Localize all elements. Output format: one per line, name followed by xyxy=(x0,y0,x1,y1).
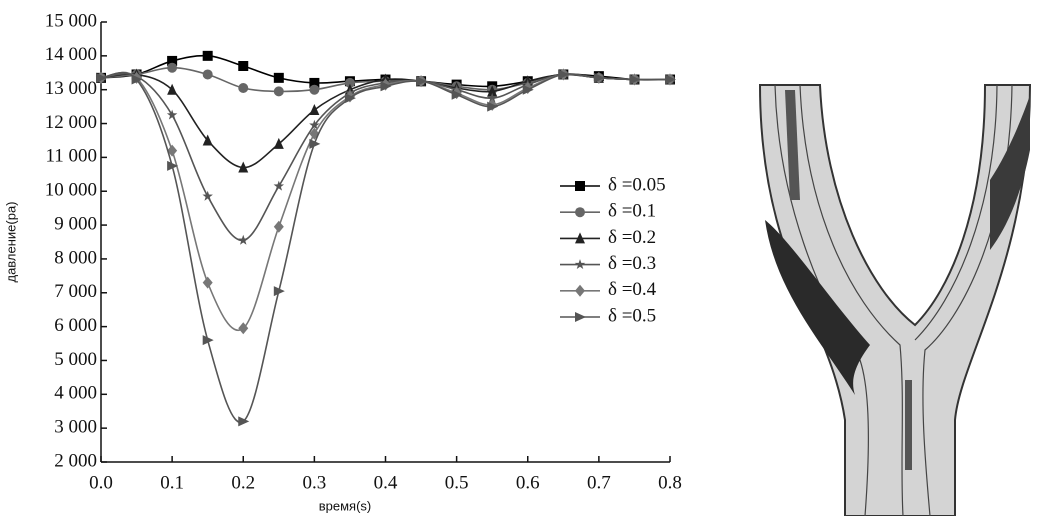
series-line xyxy=(100,72,671,242)
contour-image xyxy=(758,84,1032,516)
marker xyxy=(416,76,428,87)
marker xyxy=(522,84,534,95)
marker xyxy=(202,190,213,201)
legend-marker xyxy=(575,181,585,191)
x-tick-label: 0.5 xyxy=(445,472,469,493)
marker xyxy=(344,77,355,88)
marker xyxy=(273,180,285,191)
marker xyxy=(238,83,249,93)
marker xyxy=(665,74,676,85)
legend-marker xyxy=(575,207,585,218)
x-axis-label: время(s) xyxy=(319,498,372,513)
x-tick-label: 0.2 xyxy=(231,472,255,493)
marker xyxy=(273,137,284,149)
marker xyxy=(96,72,107,83)
y-tick-label: 12 000 xyxy=(45,112,97,133)
legend-label: δ =0.5 xyxy=(608,305,656,326)
dark-region xyxy=(990,95,1030,250)
legend-marker xyxy=(575,312,586,322)
y-tick-label: 3 000 xyxy=(54,417,97,438)
y-tick-label: 13 000 xyxy=(45,78,97,99)
marker xyxy=(167,55,178,66)
y-tick-label: 7 000 xyxy=(54,281,97,302)
legend-label: δ =0.05 xyxy=(608,174,666,195)
y-tick-label: 4 000 xyxy=(54,383,97,404)
y-tick-label: 2 000 xyxy=(54,450,97,471)
legend-label: δ =0.2 xyxy=(608,227,656,248)
marker xyxy=(273,72,284,83)
y-tick-label: 6 000 xyxy=(54,315,97,336)
marker xyxy=(558,69,570,80)
marker xyxy=(451,89,463,100)
x-tick-label: 0.1 xyxy=(160,472,184,493)
marker xyxy=(167,144,178,157)
marker xyxy=(309,138,321,149)
marker xyxy=(486,92,498,103)
marker xyxy=(309,104,320,115)
marker xyxy=(593,72,605,83)
dark-region xyxy=(785,90,800,200)
y-axis-label: давление(ра) xyxy=(3,201,18,282)
y-tick-label: 10 000 xyxy=(45,180,97,201)
marker xyxy=(273,86,284,97)
legend-label: δ =0.4 xyxy=(608,279,657,300)
marker xyxy=(202,276,213,289)
dark-region xyxy=(905,380,912,470)
marker xyxy=(167,83,178,95)
marker xyxy=(166,109,178,120)
marker xyxy=(309,77,320,88)
x-tick-label: 0.4 xyxy=(374,472,398,493)
marker xyxy=(487,85,498,97)
marker xyxy=(273,286,285,297)
marker xyxy=(202,69,213,80)
series-line xyxy=(100,71,671,424)
marker xyxy=(309,84,320,95)
marker xyxy=(238,61,249,71)
y-tick-label: 8 000 xyxy=(54,247,97,268)
marker xyxy=(202,50,213,61)
legend-label: δ =0.1 xyxy=(608,201,656,222)
x-tick-label: 0.6 xyxy=(516,472,540,493)
marker xyxy=(238,416,250,427)
y-tick-label: 15 000 xyxy=(45,10,97,31)
x-tick-label: 0.3 xyxy=(303,472,327,493)
marker xyxy=(309,119,320,130)
marker xyxy=(380,81,392,92)
y-tick-label: 14 000 xyxy=(45,44,97,65)
legend-marker xyxy=(575,232,585,244)
contour xyxy=(914,84,998,341)
marker xyxy=(167,160,179,171)
contour xyxy=(799,84,904,516)
y-tick-label: 9 000 xyxy=(54,213,97,234)
x-tick-label: 0.8 xyxy=(658,472,682,493)
legend-marker xyxy=(575,284,585,297)
x-tick-label: 0.7 xyxy=(587,472,611,493)
marker xyxy=(487,101,499,112)
legend-label: δ =0.3 xyxy=(608,253,656,274)
y-tick-label: 11 000 xyxy=(45,146,97,167)
marker xyxy=(238,234,249,245)
marker xyxy=(202,335,214,346)
marker xyxy=(273,220,284,233)
marker xyxy=(202,134,213,146)
marker xyxy=(344,93,356,104)
marker xyxy=(238,161,249,173)
marker xyxy=(167,62,178,73)
dark-region xyxy=(765,220,870,395)
x-tick-label: 0.0 xyxy=(89,472,113,493)
legend-marker xyxy=(574,259,586,270)
y-tick-label: 5 000 xyxy=(54,349,97,370)
marker xyxy=(238,322,249,335)
marker xyxy=(131,74,143,85)
marker xyxy=(629,74,641,85)
